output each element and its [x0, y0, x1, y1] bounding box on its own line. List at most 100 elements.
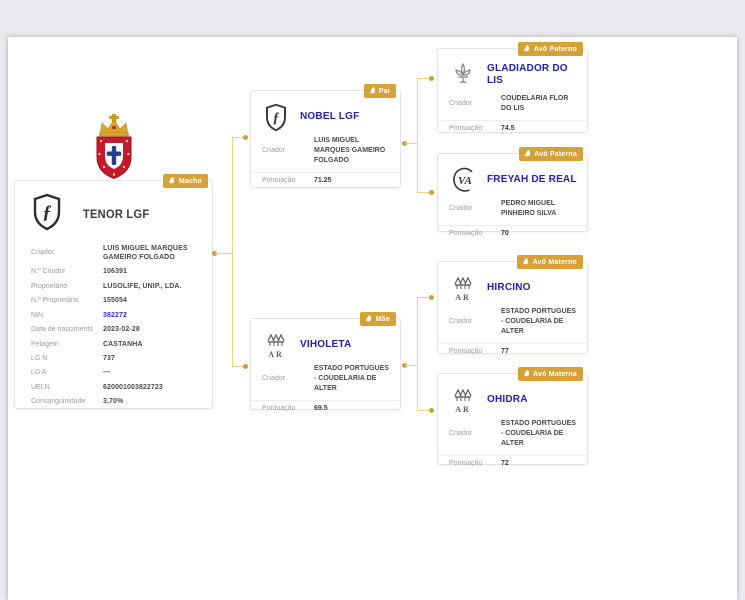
ancestor-card-avo-paterna: ♞ Avó Paterna VA FREYAH DE REAL Criador P…: [437, 147, 588, 237]
apsl-crest-icon: [91, 114, 137, 180]
criador-value: ESTADO PORTUGUES - COUDELARIA DE ALTER: [314, 365, 389, 393]
field-value: LUSOLIFE, UNIP., LDA.: [103, 282, 182, 290]
horse-name-link[interactable]: OHIDRA: [487, 394, 528, 405]
subject-header: ƒ TENOR LGF: [15, 181, 212, 241]
subject-name: TENOR LGF: [83, 208, 150, 221]
horse-name-link[interactable]: GLADIADOR DO LIS: [487, 63, 568, 86]
field-value: —: [103, 369, 111, 377]
horse-icon: ♞: [365, 314, 373, 323]
pontuacao-label: Pontuação: [449, 125, 483, 133]
connector-dot: [429, 408, 434, 413]
field-value: LUIS MIGUEL MARQUES GAMEIRO FOLGADO: [103, 244, 188, 261]
connector-dot: [402, 363, 407, 368]
horse-name-link[interactable]: FREYAH DE REAL: [487, 174, 577, 185]
ancestor-card-avo-materno: ♞ Avô Materno AR HIRCINO Criador ESTADO P…: [437, 255, 588, 356]
criador-label: Criador: [449, 430, 472, 438]
connector-dot: [429, 295, 434, 300]
svg-text:AR: AR: [268, 350, 284, 358]
field-value: 155054: [103, 297, 127, 305]
pontuacao-value: 69.5: [314, 405, 328, 413]
criador-value: ESTADO PORTUGUES - COUDELARIA DE ALTER: [501, 308, 576, 336]
connector-dot: [429, 190, 434, 195]
horse-icon: ♞: [522, 369, 531, 378]
field-label: N.º Proprietário: [31, 297, 79, 305]
relation-badge: Avó Materna: [533, 370, 577, 378]
shield-monogram-icon: ƒ: [31, 193, 63, 236]
nin-link[interactable]: 382272: [103, 311, 127, 319]
connector-line: [405, 365, 418, 366]
criador-label: Criador: [262, 375, 285, 383]
criador-value: ESTADO PORTUGUES - COUDELARIA DE ALTER: [501, 420, 576, 448]
sex-badge-label: Macho: [178, 177, 202, 185]
connector-line: [417, 297, 431, 298]
horse-name-link[interactable]: VIHOLETA: [300, 339, 352, 350]
horse-name-link[interactable]: NOBEL LGF: [300, 111, 360, 122]
alter-real-brand-icon: AR: [449, 273, 476, 303]
svg-text:ƒ: ƒ: [42, 202, 52, 223]
relation-badge: Avô Materno: [532, 258, 577, 266]
connector-line: [232, 137, 233, 367]
field-value: 620001003822723: [103, 383, 163, 391]
field-label: UELN: [31, 383, 50, 391]
horse-icon: ♞: [523, 44, 531, 53]
field-row: Criador LUIS MIGUEL MARQUES GAMEIRO FOLG…: [15, 241, 212, 265]
connector-dot: [243, 135, 248, 140]
field-value: 737: [103, 355, 115, 362]
connector-line: [417, 78, 418, 193]
connector-line: [417, 78, 431, 79]
field-value: CASTANHA: [103, 340, 143, 348]
horse-icon: ♞: [523, 149, 532, 158]
field-value: 3,70%: [103, 398, 124, 406]
fleur-de-lis-brand-icon: [449, 60, 476, 90]
ancestor-card-pai: ♞ Pai ƒ NOBEL LGF Criador LUIS MIGUEL MAR…: [250, 84, 401, 188]
field-row: Proprietário LUSOLIFE, UNIP., LDA.: [15, 279, 212, 293]
criador-label: Criador: [449, 100, 472, 108]
field-row: N.º Criador 106391: [15, 265, 212, 279]
connector-line: [232, 366, 245, 367]
connector-dot: [212, 251, 217, 256]
sex-badge: ♞ Macho: [163, 174, 208, 188]
field-row: N.º Proprietário 155054: [15, 294, 212, 308]
field-label: Pelagem: [31, 340, 59, 348]
pontuacao-label: Pontuação: [262, 177, 296, 185]
pontuacao-label: Pontuação: [449, 348, 483, 356]
relation-badge: Avô Paterno: [533, 45, 577, 53]
field-row: LG A —: [15, 366, 212, 380]
connector-line: [232, 137, 245, 138]
horse-name-link[interactable]: HIRCINO: [487, 282, 531, 293]
connector-line: [417, 410, 431, 411]
svg-text:AR: AR: [455, 405, 471, 413]
field-row: LG N 737: [15, 352, 212, 366]
field-value: 2023-02-28: [103, 326, 140, 334]
relation-badge: Pai: [378, 87, 390, 95]
pontuacao-value: 71.25: [314, 177, 332, 185]
field-row: NIN 382272: [15, 308, 212, 322]
horse-icon: ♞: [368, 86, 376, 95]
relation-badge: Avó Paterna: [534, 150, 577, 158]
field-label: N.º Criador: [31, 268, 66, 276]
field-row: Pelagem CASTANHA: [15, 337, 212, 351]
ancestor-card-mae: ♞ Mãe AR VIHOLETA Criador ESTADO PORTUGUE…: [250, 312, 401, 413]
field-value: 106391: [103, 268, 127, 276]
horse-icon: ♞: [522, 257, 530, 266]
ancestor-card-avo-paterno: ♞ Avô Paterno GLADIADOR DO LIS Criador CO…: [437, 42, 588, 133]
criador-value: COUDELARIA FLOR DO LIS: [501, 95, 569, 113]
svg-text:AR: AR: [455, 293, 471, 301]
shield-monogram-icon: ƒ: [262, 102, 289, 132]
connector-dot: [243, 364, 248, 369]
field-label: LG A: [31, 369, 47, 377]
field-row: Consanguinidade 3,70%: [15, 395, 212, 409]
pontuacao-value: 77: [501, 348, 509, 356]
pontuacao-value: 70: [501, 230, 509, 238]
connector-line: [417, 297, 418, 411]
pontuacao-value: 74.5: [501, 125, 515, 133]
field-label: Criador: [31, 249, 54, 257]
svg-text:ƒ: ƒ: [272, 110, 279, 126]
field-row: UELN 620001003822723: [15, 380, 212, 394]
field-label: NIN: [31, 311, 44, 319]
subject-card: ♞ Macho ƒ TENOR LGF Criador LUIS MIGUEL …: [14, 174, 213, 409]
connector-line: [417, 192, 431, 193]
horse-icon: ♞: [168, 176, 176, 185]
alter-real-brand-icon: AR: [262, 330, 289, 360]
